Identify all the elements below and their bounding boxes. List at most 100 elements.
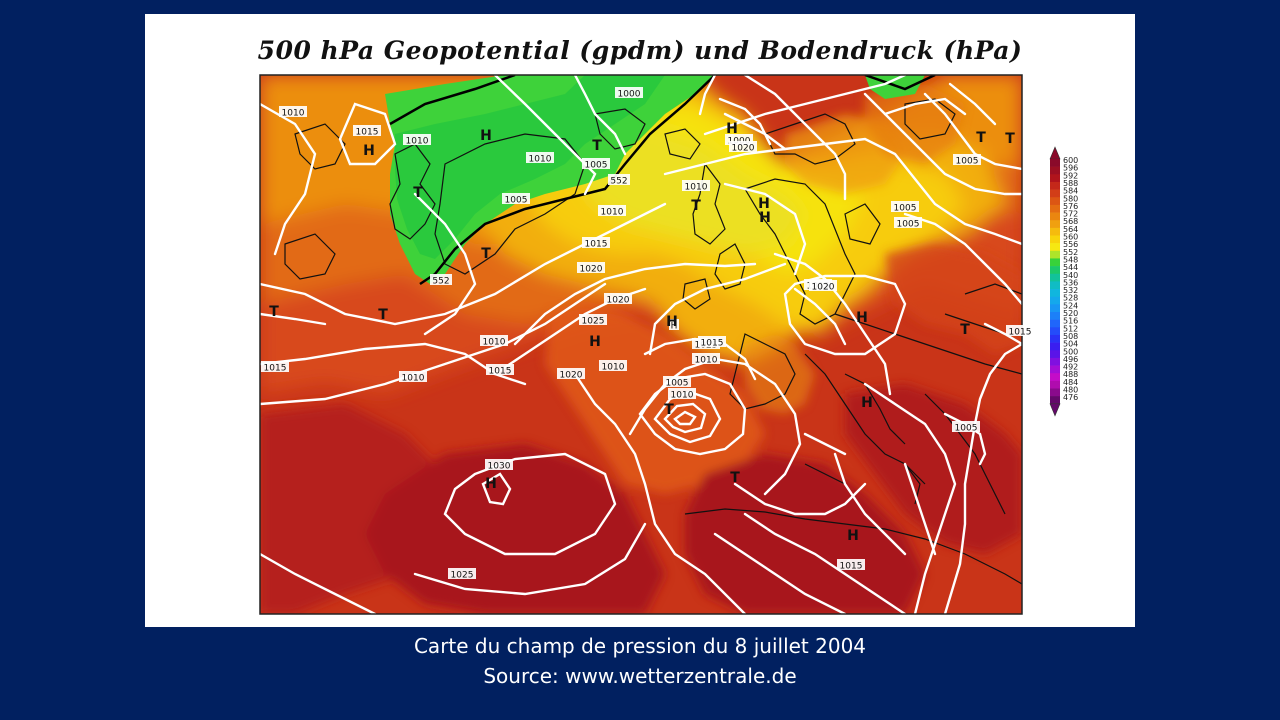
colorbar-swatch	[1050, 380, 1060, 389]
map-frame	[259, 74, 1023, 615]
isobar-label-bg	[599, 360, 627, 371]
colorbar-swatch	[1050, 212, 1060, 221]
isobar-label-text: 1010	[602, 363, 625, 373]
colorbar-tick-label: 488	[1063, 370, 1078, 379]
colorbar-swatch	[1050, 174, 1060, 183]
isobar-label-bg	[582, 158, 610, 169]
high-pressure-marker: H	[847, 528, 859, 544]
isobar-label-bg	[891, 201, 919, 212]
low-pressure-marker: T	[664, 402, 674, 418]
colorbar-tick-label: 592	[1063, 171, 1078, 180]
map-title: 500 hPa Geopotential (gpdm) und Bodendru…	[257, 36, 1023, 65]
colorbar-tick-label: 540	[1063, 271, 1078, 280]
isobar-label: 1005	[663, 376, 691, 389]
isobar-label: 1010	[403, 134, 431, 147]
high-pressure-marker: H	[480, 128, 492, 144]
isobar-label-bg	[448, 568, 476, 579]
isobar-label-bg	[809, 280, 837, 291]
isobar-label: 1010	[480, 335, 508, 348]
isobar-label-bg	[485, 459, 513, 470]
colorbar-tick-label: 552	[1063, 248, 1078, 257]
isobar-label-text: 552	[610, 177, 627, 187]
colorbar-tick-label: 564	[1063, 225, 1078, 234]
isobar-label-text: 1020	[812, 283, 835, 293]
colorbar-swatch	[1050, 334, 1060, 343]
isobar-label-bg	[526, 152, 554, 163]
isobar-label-text: 1020	[560, 371, 583, 381]
isobar-label-text: 1025	[582, 317, 605, 327]
colorbar-arrow-top	[1049, 146, 1061, 160]
isobar-label: 1000	[615, 87, 643, 100]
isobar-label: 1015	[1006, 325, 1034, 338]
isobar-label: 1010	[526, 152, 554, 165]
isobar-label-bg	[725, 134, 753, 145]
colorbar-swatch	[1050, 204, 1060, 213]
high-pressure-marker: H	[726, 121, 738, 137]
isobar-label-bg	[729, 141, 757, 152]
isobar-label: 1025	[579, 314, 607, 327]
colorbar-swatch	[1050, 289, 1060, 297]
colorbar-swatch	[1050, 312, 1060, 320]
isobar-label-text: 1015	[585, 240, 608, 250]
isobar-label-bg	[399, 371, 427, 382]
colorbar-swatch	[1050, 197, 1060, 206]
isobar-label-text: 1020	[607, 296, 630, 306]
isobar-label-bg	[582, 237, 610, 248]
isobar-label-text: 1010	[601, 208, 624, 218]
high-pressure-marker: H	[485, 476, 497, 492]
colorbar-swatch	[1050, 350, 1060, 359]
colorbar-swatch	[1050, 181, 1060, 190]
isobar-label-text: 1015	[840, 562, 863, 572]
isobar-label-text: 1010	[529, 155, 552, 165]
low-pressure-marker: T	[1005, 131, 1015, 147]
colorbar-swatch	[1050, 357, 1060, 366]
low-pressure-marker: T	[378, 307, 388, 323]
colorbar-swatch	[1050, 235, 1060, 244]
isobar-label-text: 1005	[585, 161, 608, 171]
isobar-label-bg	[353, 125, 381, 136]
weather-map-figure: 500 hPa Geopotential (gpdm) und Bodendru…	[145, 14, 1135, 627]
colorbar-tick-label: 588	[1063, 179, 1078, 188]
isobar-label: 1025	[448, 568, 476, 581]
isobar-label-text: H	[671, 322, 678, 332]
isobar-label-bg	[1006, 325, 1034, 336]
isobar-label-text: 1025	[451, 571, 474, 581]
isobar-label-bg	[698, 336, 726, 347]
colorbar-tick-label: 548	[1063, 255, 1078, 264]
isobar-label-bg	[894, 217, 922, 228]
isobar-label-text: 1015	[701, 339, 724, 349]
isobar-label-text: 1015	[489, 367, 512, 377]
isobar-label-bg	[615, 87, 643, 98]
isobar-label-text: 1010	[685, 183, 708, 193]
map-canvas: 6005965925885845805765725685645605565525…	[259, 74, 1078, 615]
colorbar-swatch	[1050, 166, 1060, 175]
isobar-label: 1010	[692, 353, 720, 366]
isobar-label-bg	[502, 193, 530, 204]
isobar-label-bg	[480, 335, 508, 346]
isobar-label: 1015	[353, 125, 381, 138]
isobar-label: 1020	[557, 368, 585, 381]
colorbar-swatch	[1050, 327, 1060, 336]
high-pressure-marker: H	[589, 334, 601, 350]
isobar-label-text: 1015	[1009, 328, 1032, 338]
caption-source: Source: www.wetterzentrale.de	[483, 664, 797, 688]
isobar-label-bg	[663, 376, 691, 387]
isobar-label-bg	[692, 353, 720, 364]
isobar-label-text: 1000	[618, 90, 641, 100]
colorbar-swatch	[1050, 388, 1060, 397]
isobar-label: 1005	[502, 193, 530, 206]
colorbar-tick-label: 524	[1063, 301, 1078, 310]
colorbar-tick-label: 544	[1063, 263, 1078, 272]
colorbar-tick-label: 492	[1063, 363, 1078, 372]
isobar-label-text: 1015	[356, 128, 379, 138]
low-pressure-marker: T	[960, 322, 970, 338]
colorbar-swatch	[1050, 243, 1060, 252]
colorbar-tick-label: 504	[1063, 340, 1078, 349]
isobar-label: 1010	[598, 205, 626, 218]
isobar-label: 1015	[486, 364, 514, 377]
low-pressure-marker: T	[413, 185, 423, 201]
colorbar-swatch	[1050, 266, 1060, 275]
colorbar-tick-label: 500	[1063, 347, 1078, 356]
isobar-label: 1005	[952, 421, 980, 434]
